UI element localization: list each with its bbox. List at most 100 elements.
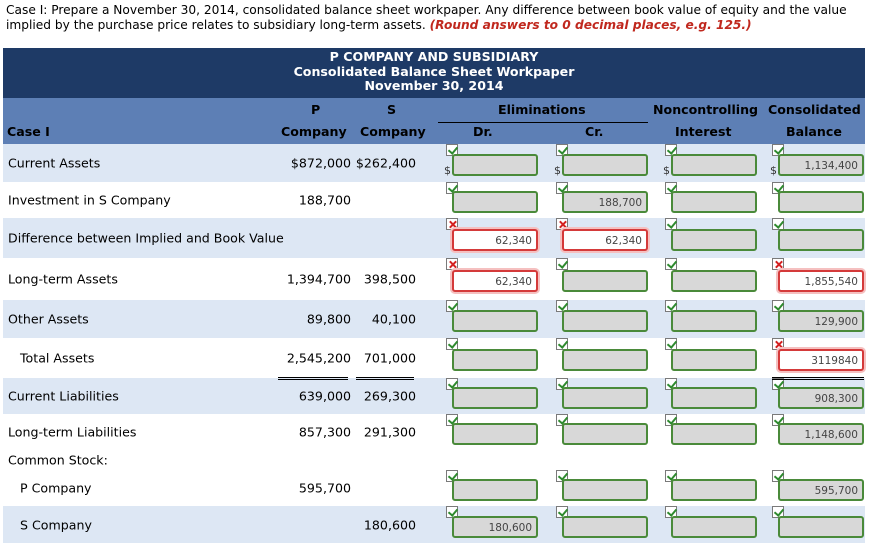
s-company-value: 269,300 — [363, 388, 416, 404]
s-company-value: 40,100 — [371, 311, 416, 327]
s-company-value: 701,000 — [363, 350, 416, 366]
workpaper-title: Consolidated Balance Sheet Workpaper — [293, 63, 575, 79]
currency-symbol: $ — [663, 164, 670, 177]
currency-symbol: $ — [770, 164, 777, 177]
dr-input[interactable] — [452, 310, 538, 332]
s-company-value: 291,300 — [363, 424, 416, 439]
s-company-value: $262,400 — [355, 155, 416, 171]
cr-input[interactable] — [562, 387, 648, 409]
nci-input[interactable] — [671, 479, 757, 501]
nci-input[interactable] — [671, 191, 757, 213]
cr-input[interactable] — [562, 479, 648, 501]
dr-input[interactable]: 62,340 — [452, 270, 538, 292]
row-label: Difference between Implied and Book Valu… — [8, 230, 284, 246]
table-row: Current Assets $872,000 $262,400 $ $ $ $1,134,… — [3, 144, 865, 182]
eliminations-rule — [438, 122, 648, 123]
p-company-value: 2,545,200 — [286, 350, 351, 366]
p-company-value: 857,300 — [298, 424, 351, 439]
nci-header-top: Noncontrolling — [653, 102, 759, 117]
table-row: Investment in S Company 188,700 188,700 — [3, 182, 865, 218]
cr-input[interactable] — [562, 310, 648, 332]
row-label: P Company — [20, 480, 92, 496]
row-label: Other Assets — [8, 311, 89, 327]
row-label: Common Stock: — [8, 452, 108, 467]
cr-input[interactable] — [562, 349, 648, 371]
nci-input[interactable] — [671, 270, 757, 292]
table-row: Other Assets 89,800 40,100 129,900 — [3, 300, 865, 338]
incorrect-mark-icon — [446, 258, 458, 270]
table-row: Common Stock: — [3, 449, 865, 470]
dr-input[interactable] — [452, 154, 538, 176]
rounding-note: (Round answers to 0 decimal places, e.g.… — [429, 18, 752, 32]
date-title: November 30, 2014 — [364, 78, 504, 93]
row-label: Current Liabilities — [8, 388, 119, 404]
dr-input[interactable] — [452, 387, 538, 409]
consolidated-input[interactable]: 1,134,400 — [778, 154, 864, 176]
row-label: Investment in S Company — [8, 192, 171, 208]
p-company-value: $872,000 — [290, 155, 351, 171]
cons-header-top: Consolidated — [768, 102, 861, 117]
s-company-value: 398,500 — [363, 271, 416, 287]
company-title: P COMPANY AND SUBSIDIARY — [329, 49, 539, 64]
row-label: Total Assets — [20, 350, 95, 366]
row-label: Long-term Assets — [8, 271, 118, 287]
p-company-value: 639,000 — [298, 388, 351, 404]
cr-input[interactable]: 188,700 — [562, 191, 648, 213]
consolidated-input[interactable]: 3119840 — [778, 349, 864, 371]
table-row: Total Assets 2,545,200 701,000 3119840 — [3, 338, 865, 378]
dr-input[interactable]: 62,340 — [452, 229, 538, 251]
dr-input[interactable] — [452, 349, 538, 371]
consolidated-input[interactable] — [778, 229, 864, 251]
nci-input[interactable] — [671, 423, 757, 445]
s-header-bottom: Company — [360, 124, 426, 139]
nci-input[interactable] — [671, 349, 757, 371]
p-company-value: 595,700 — [298, 480, 351, 496]
incorrect-mark-icon — [772, 258, 784, 270]
nci-input[interactable] — [671, 229, 757, 251]
consolidated-input[interactable]: 129,900 — [778, 310, 864, 332]
correct-mark-icon — [665, 258, 677, 270]
table-row: Difference between Implied and Book Valu… — [3, 218, 865, 258]
table-row: Long-term Assets 1,394,700 398,500 62,340 1,… — [3, 258, 865, 300]
s-company-value: 180,600 — [363, 517, 416, 532]
workpaper-table: P COMPANY AND SUBSIDIARY Consolidated Ba… — [0, 48, 870, 98]
consolidated-input[interactable]: 908,300 — [778, 387, 864, 409]
case-header: Case I — [7, 124, 50, 139]
consolidated-input[interactable]: 1,855,540 — [778, 270, 864, 292]
p-company-value: 188,700 — [298, 192, 351, 208]
nci-header-bottom: Interest — [675, 124, 732, 139]
nci-input[interactable] — [671, 387, 757, 409]
s-header-top: S — [387, 102, 397, 117]
currency-symbol: $ — [554, 164, 561, 177]
p-company-value: 1,394,700 — [286, 271, 351, 287]
cr-input[interactable] — [562, 516, 648, 538]
table-row: Long-term Liabilities 857,300 291,300 1,148… — [3, 414, 865, 449]
cr-input[interactable] — [562, 423, 648, 445]
cr-input[interactable]: 62,340 — [562, 229, 648, 251]
cr-input[interactable] — [562, 154, 648, 176]
consolidated-input[interactable] — [778, 516, 864, 538]
dr-input[interactable] — [452, 479, 538, 501]
consolidated-input[interactable] — [778, 191, 864, 213]
currency-symbol: $ — [444, 164, 451, 177]
p-header-top: P — [311, 102, 321, 117]
nci-input[interactable] — [671, 154, 757, 176]
instructions: Case I: Prepare a November 30, 2014, con… — [6, 3, 866, 33]
dr-input[interactable] — [452, 423, 538, 445]
nci-input[interactable] — [671, 310, 757, 332]
nci-input[interactable] — [671, 516, 757, 538]
total-double-rule — [772, 377, 864, 380]
p-header-bottom: Company — [281, 124, 347, 139]
consolidated-input[interactable]: 595,700 — [778, 479, 864, 501]
dr-header: Dr. — [473, 124, 493, 139]
dr-input[interactable]: 180,600 — [452, 516, 538, 538]
consolidated-input[interactable]: 1,148,600 — [778, 423, 864, 445]
row-label: Long-term Liabilities — [8, 424, 137, 439]
p-company-value: 89,800 — [306, 311, 351, 327]
cr-header: Cr. — [585, 124, 604, 139]
cr-input[interactable] — [562, 270, 648, 292]
table-row: Current Liabilities 639,000 269,300 908,300 — [3, 378, 865, 414]
dr-input[interactable] — [452, 191, 538, 213]
instructions-text: Case I: Prepare a November 30, 2014, con… — [6, 3, 847, 32]
eliminations-header: Eliminations — [498, 102, 586, 117]
